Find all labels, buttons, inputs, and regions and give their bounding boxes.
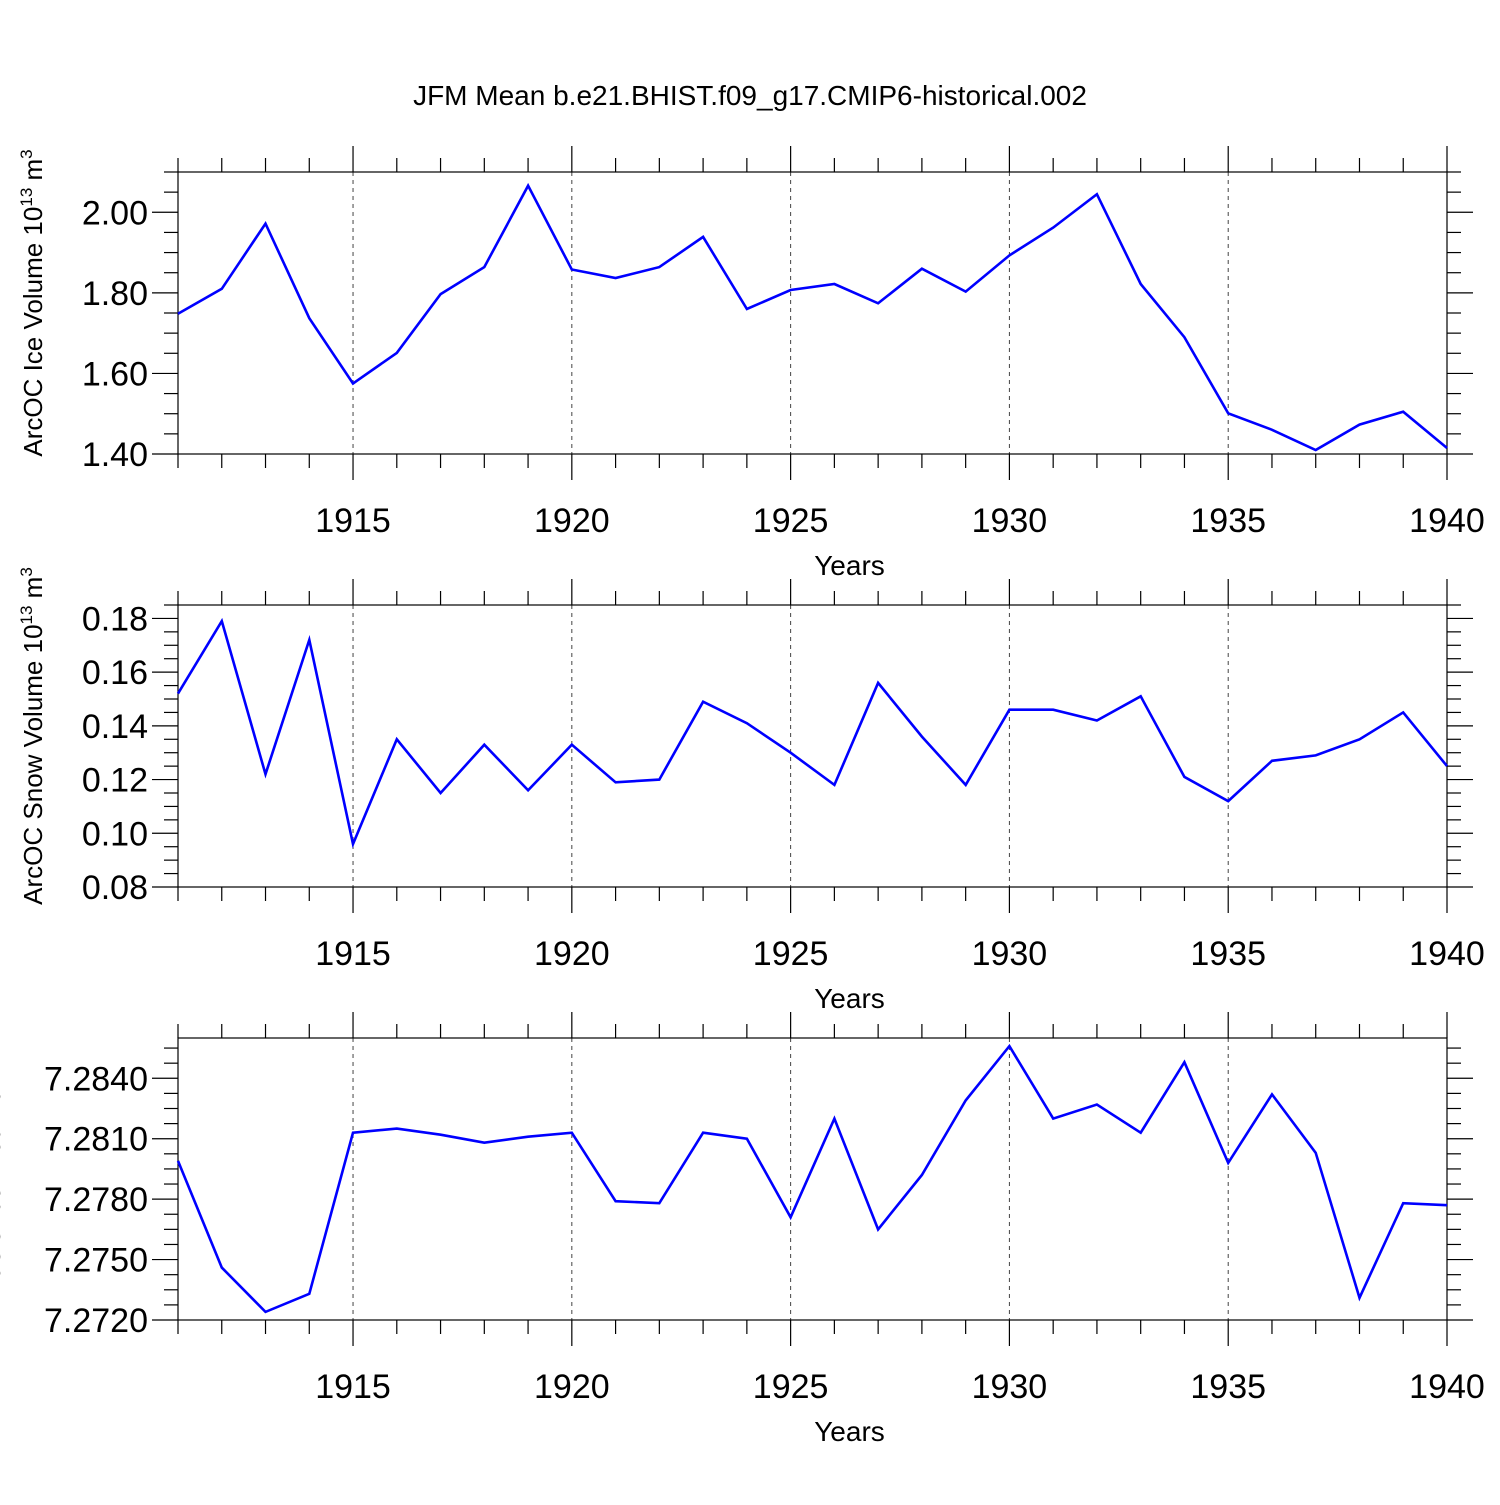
- y-tick-label: 7.2720: [44, 1302, 148, 1340]
- x-tick-label: 1915: [315, 935, 391, 973]
- y-tick-label: 7.2840: [44, 1060, 148, 1098]
- chart-panel-3: 7.2720 7.2750 7.2780 7.2810 7.2840 1915 1920 19…: [0, 1012, 1485, 1447]
- y-tick-label: 1.80: [82, 275, 148, 313]
- y-tick-label: 7.2810: [44, 1121, 148, 1159]
- x-axis-title: Years: [814, 550, 885, 581]
- y-axis-title-unit: m: [18, 577, 48, 606]
- x-tick-label: 1940: [1409, 935, 1485, 973]
- y-axis-title-unit-exponent: 3: [17, 567, 36, 576]
- y-axis-title-exponent: 13: [17, 188, 36, 207]
- y-tick-label: 0.12: [82, 762, 148, 800]
- x-tick-label: 1930: [972, 935, 1048, 973]
- plot-frame: [177, 171, 1448, 455]
- x-tick-label: 1935: [1190, 1368, 1266, 1406]
- plot-frame: [177, 1037, 1448, 1321]
- y-tick-label: 0.16: [82, 654, 148, 692]
- x-tick-label: 1930: [972, 502, 1048, 540]
- x-axis-title: Years: [814, 983, 885, 1014]
- x-tick-label: 1915: [315, 1368, 391, 1406]
- x-tick-label: 1925: [753, 502, 829, 540]
- x-tick-label: 1935: [1190, 935, 1266, 973]
- y-axis-title-text: ArcOC Ice Volume 10: [18, 207, 48, 457]
- x-tick-label: 1940: [1409, 1368, 1485, 1406]
- y-tick-label: 0.18: [82, 600, 148, 638]
- series-line: [176, 617, 1449, 849]
- y-tick-label: 0.14: [82, 708, 148, 746]
- x-axis-title: Years: [814, 1416, 885, 1447]
- x-tick-label: 1930: [972, 1368, 1048, 1406]
- x-tick-label: 1915: [315, 502, 391, 540]
- x-tick-label: 1925: [753, 935, 829, 973]
- x-tick-label: 1940: [1409, 502, 1485, 540]
- y-tick-label: 0.08: [82, 869, 148, 907]
- y-tick-label: 0.10: [82, 815, 148, 853]
- y-tick-label: 2.00: [82, 194, 148, 232]
- y-axis-title-exponent: 13: [17, 606, 36, 625]
- plot-frame: [177, 604, 1448, 888]
- y-axis-title: ArcOC Ice Volume 1013 m3: [17, 149, 48, 456]
- chart-title: JFM Mean b.e21.BHIST.f09_g17.CMIP6-histo…: [413, 80, 1087, 111]
- x-tick-label: 1935: [1190, 502, 1266, 540]
- y-tick-label: 7.2750: [44, 1242, 148, 1280]
- series-line: [176, 1043, 1448, 1314]
- series-line: [177, 182, 1448, 452]
- y-axis-title-unit: m: [0, 1041, 6, 1070]
- y-axis-title: ArcOC Ice Area 1013 m2: [0, 1032, 6, 1306]
- x-tick-label: 1920: [534, 502, 610, 540]
- chart-panel-1: 1.40 1.60 1.80 2.00 1915 1920 1925 1930 1935 1940…: [17, 146, 1485, 581]
- y-axis-title-text: ArcOC Snow Volume 10: [18, 624, 48, 904]
- y-tick-label: 1.40: [82, 436, 148, 474]
- chart-panel-2: 0.08 0.10 0.12 0.14 0.16 0.18 1915 1920 1925 1930…: [17, 567, 1485, 1014]
- y-tick-label: 1.60: [82, 355, 148, 393]
- x-tick-label: 1920: [534, 935, 610, 973]
- y-axis-title-unit: m: [18, 159, 48, 188]
- x-tick-label: 1920: [534, 1368, 610, 1406]
- y-axis-title: ArcOC Snow Volume 1013 m3: [17, 567, 48, 905]
- x-tick-label: 1925: [753, 1368, 829, 1406]
- y-tick-label: 7.2780: [44, 1181, 148, 1219]
- y-axis-title-text: ArcOC Ice Area 10: [0, 1089, 6, 1306]
- y-axis-title-unit-exponent: 3: [17, 149, 36, 158]
